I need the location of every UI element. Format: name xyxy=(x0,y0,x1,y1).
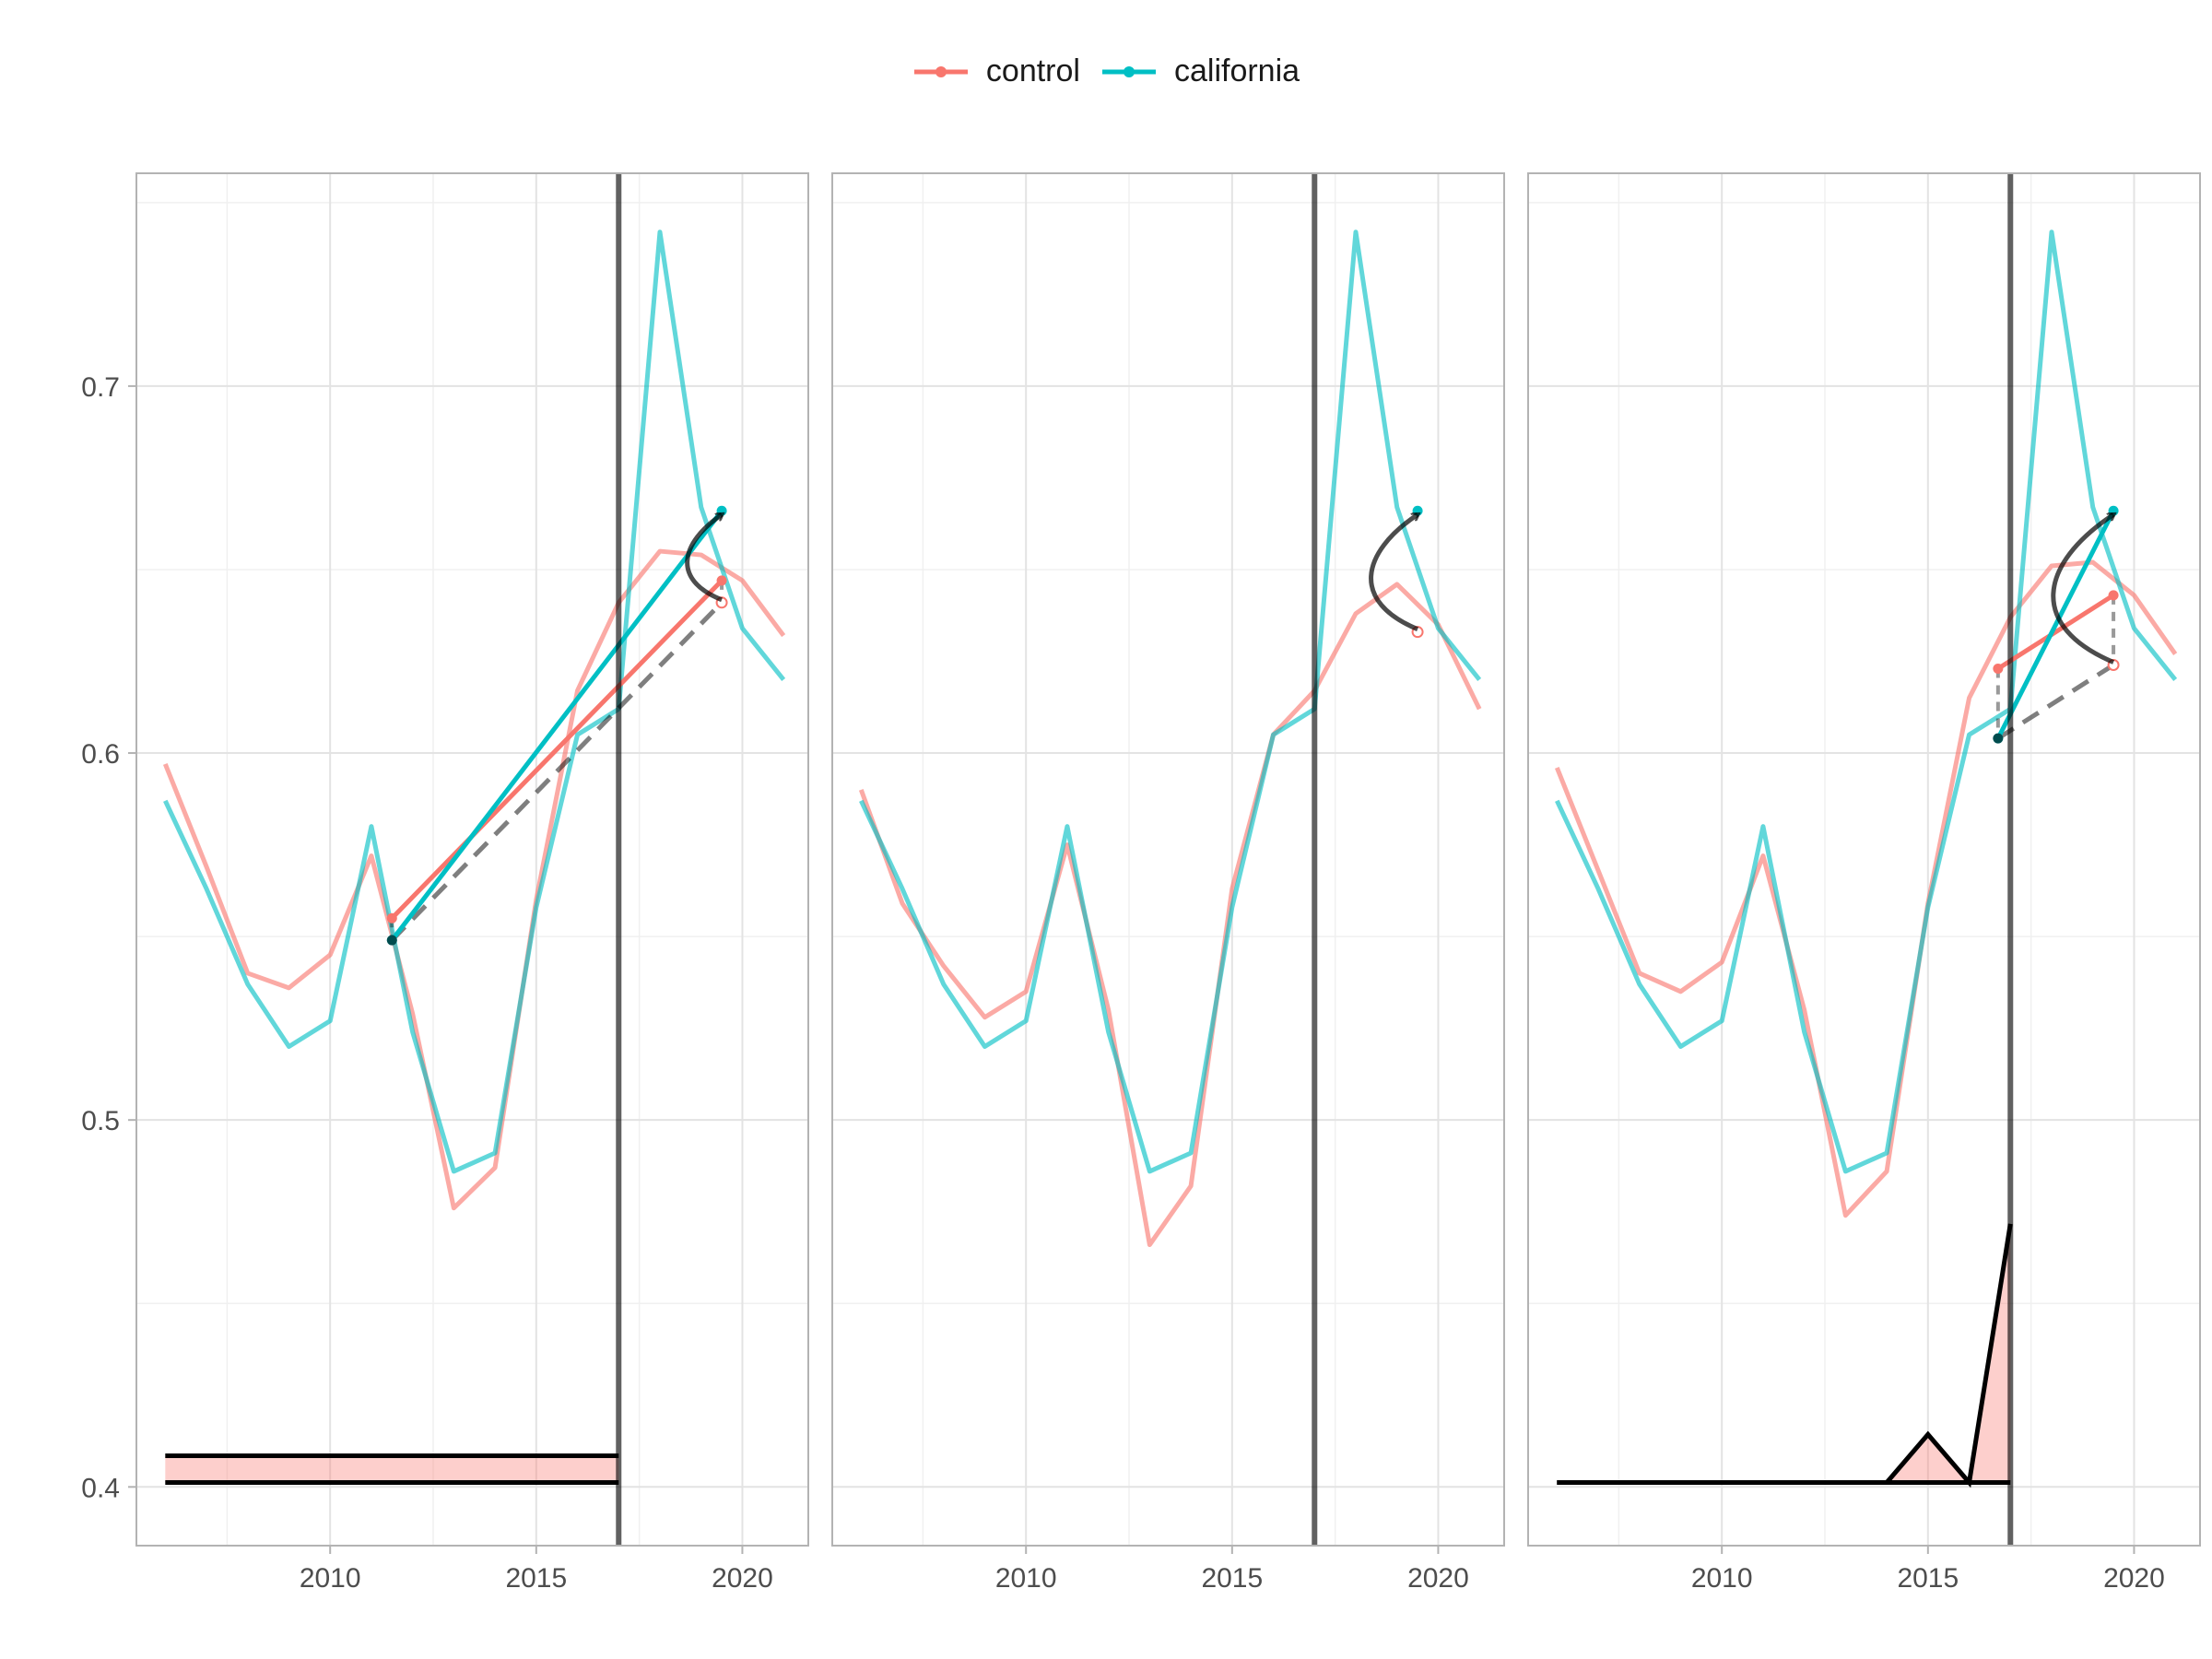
facet-panel-1: 2010 2015 2020 0.4 0.5 0.6 0.7 xyxy=(81,172,809,1594)
diff-segment-control xyxy=(1996,593,2115,671)
legend-item-control: control xyxy=(912,53,1080,89)
x-tick-label: 2020 xyxy=(712,1563,773,1594)
x-tick-label: 2020 xyxy=(1407,1563,1469,1594)
series-line-california xyxy=(163,229,786,1174)
weights-area xyxy=(1557,1223,2011,1483)
diff-point-control-end xyxy=(2108,590,2119,601)
counterfactual-start-point xyxy=(386,935,397,946)
panel-border xyxy=(1527,172,2201,1547)
weights-curve xyxy=(1557,1223,2013,1488)
treatment-effect-arrow xyxy=(1369,514,1418,631)
x-tick-label: 2010 xyxy=(1691,1563,1753,1594)
facet-panel-2: 2010 2015 2020 xyxy=(831,172,1505,1594)
series-line-control xyxy=(858,582,1482,1248)
legend-key-california xyxy=(1101,65,1156,77)
x-tick-label: 2015 xyxy=(1201,1563,1263,1594)
series-line-california xyxy=(1555,229,2178,1174)
x-tick-label: 2020 xyxy=(2103,1563,2165,1594)
legend: control california xyxy=(0,53,2212,89)
weights-area xyxy=(165,1455,619,1483)
legend-item-california: california xyxy=(1100,53,1300,89)
treatment-effect-arrow xyxy=(685,514,722,603)
counterfactual-line xyxy=(1996,663,2115,741)
panel-border xyxy=(135,172,809,1547)
diff-segment-control xyxy=(390,579,724,920)
diff-point-control-start xyxy=(1993,663,2004,674)
diff-point-control-end xyxy=(716,575,727,586)
panel-border xyxy=(831,172,1505,1547)
y-tick-label: 0.5 xyxy=(81,1106,120,1136)
x-tick-label: 2015 xyxy=(1897,1563,1959,1594)
counterfactual-line xyxy=(390,601,724,942)
treatment-effect-arrow xyxy=(2051,514,2113,665)
x-tick-label: 2010 xyxy=(300,1563,361,1594)
facet-panel-3: 2010 2015 2020 xyxy=(1527,172,2201,1594)
x-tick-label: 2010 xyxy=(995,1563,1057,1594)
y-tick-label: 0.7 xyxy=(81,372,120,403)
y-tick-label: 0.4 xyxy=(81,1473,120,1503)
diff-segment-california xyxy=(1995,510,2116,740)
series-line-control xyxy=(1554,559,2178,1218)
diff-segment-california xyxy=(390,509,724,942)
legend-label-control: control xyxy=(985,53,1080,88)
diff-point-control-start xyxy=(386,912,397,924)
x-tick-label: 2015 xyxy=(505,1563,567,1594)
series-line-control xyxy=(162,548,786,1211)
legend-key-control xyxy=(913,65,968,77)
legend-label-california: california xyxy=(1173,53,1300,88)
counterfactual-start-point xyxy=(1993,733,2004,744)
series-line-california xyxy=(859,229,1482,1174)
y-tick-label: 0.6 xyxy=(81,739,120,770)
